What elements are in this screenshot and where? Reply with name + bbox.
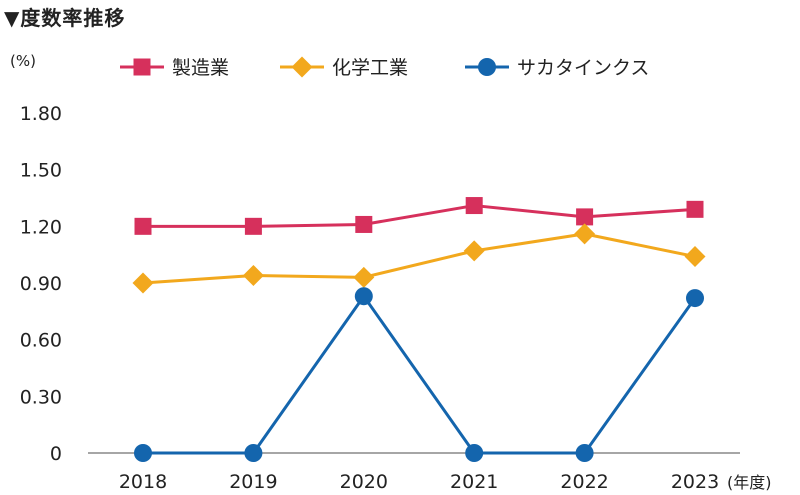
legend-item: サカタインクス xyxy=(465,57,649,79)
series-square xyxy=(134,197,704,235)
data-point-square xyxy=(355,215,373,233)
data-point-circle xyxy=(134,444,152,462)
data-point-circle xyxy=(575,444,594,462)
data-point-square xyxy=(134,217,152,235)
data-point-diamond xyxy=(463,240,485,262)
x-tick-label: 2022 xyxy=(560,471,608,493)
legend-label: サカタインクス xyxy=(517,57,649,79)
x-tick-label: 2020 xyxy=(340,471,388,493)
legend-circle-icon xyxy=(478,58,496,76)
x-tick-label: 2021 xyxy=(450,471,498,493)
data-point-diamond xyxy=(132,272,154,294)
series-line xyxy=(142,232,696,285)
data-point-diamond xyxy=(353,266,375,288)
series-circle xyxy=(134,287,704,462)
y-axis-ticks: 0 0.30 0.60 0.90 1.20 1.50 1.80 xyxy=(20,103,62,465)
y-tick-label: 0.30 xyxy=(20,386,62,408)
y-tick-label: 0.90 xyxy=(20,273,62,295)
x-tick-label: 2023 xyxy=(671,471,719,493)
legend-diamond-icon xyxy=(291,56,313,78)
x-axis-ticks: 2018 2019 2020 2021 2022 2023 (年度) xyxy=(119,471,772,493)
series-group xyxy=(132,197,706,462)
y-tick-label: 1.20 xyxy=(20,216,62,238)
data-point-circle xyxy=(465,444,484,462)
y-tick-label: 0.60 xyxy=(20,330,62,352)
data-point-diamond xyxy=(684,246,706,268)
data-point-square xyxy=(465,197,483,215)
y-tick-label: 1.50 xyxy=(20,160,62,182)
y-tick-label: 1.80 xyxy=(20,103,62,125)
data-point-diamond xyxy=(242,264,264,286)
series-diamond xyxy=(132,223,706,294)
data-point-circle xyxy=(354,287,373,306)
series-line xyxy=(143,294,697,455)
data-point-diamond xyxy=(574,223,596,245)
legend: 製造業 化学工業 サカタインクス xyxy=(120,56,649,79)
series-line xyxy=(143,204,696,228)
y-axis-unit: (%) xyxy=(10,52,36,70)
x-tick-label: 2018 xyxy=(119,471,167,493)
legend-label: 化学工業 xyxy=(332,57,408,79)
legend-item: 化学工業 xyxy=(280,56,408,79)
legend-square-icon xyxy=(133,58,151,76)
data-point-square xyxy=(244,217,262,235)
data-point-square xyxy=(576,208,594,226)
x-tick-label: 2019 xyxy=(229,471,277,493)
data-point-square xyxy=(686,200,704,218)
data-point-circle xyxy=(686,289,704,308)
legend-label: 製造業 xyxy=(172,57,229,79)
chart-title: ▼度数率推移 xyxy=(4,6,126,30)
y-tick-label: 0 xyxy=(50,443,62,465)
data-point-circle xyxy=(244,444,263,462)
x-axis-unit: (年度) xyxy=(727,473,772,492)
legend-item: 製造業 xyxy=(120,57,229,79)
